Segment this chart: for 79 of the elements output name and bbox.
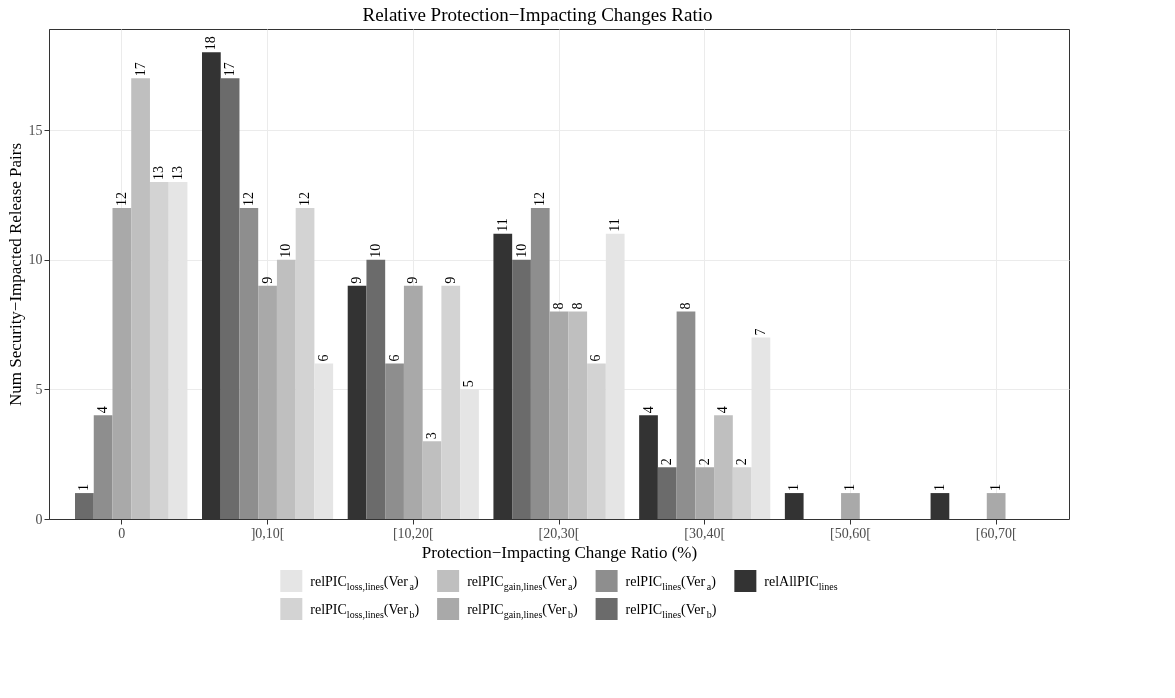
bar [841,493,860,519]
bar [568,311,588,519]
bar [258,285,277,519]
bar [695,467,715,519]
bar [239,207,259,519]
data-label: 17 [132,62,148,77]
data-label: 4 [95,406,111,414]
x-tick-label: [50,60[ [830,525,872,541]
x-axis-title: Protection−Impacting Change Ratio (%) [421,542,698,562]
data-label: 8 [677,302,693,310]
data-label: 2 [734,458,750,466]
bar [587,363,606,519]
data-label: 13 [151,165,167,180]
data-label: 12 [297,191,313,206]
data-label: 4 [715,406,731,414]
data-label: 3 [424,432,440,440]
y-tick-label: 15 [28,122,43,138]
data-label: 1 [76,484,92,492]
bar [530,207,550,519]
bar [131,78,150,519]
data-label: 1 [988,484,1004,492]
y-axis-title: Num Security−Impacted Release Pairs [5,142,25,407]
data-label: 11 [607,218,623,232]
bar [403,285,423,519]
y-tick-label: 5 [35,381,43,397]
data-label: 2 [659,458,675,466]
data-label: 9 [405,276,421,284]
data-label: 1 [842,484,858,492]
bar [295,207,315,519]
bar [149,181,169,519]
y-tick-label: 10 [28,252,43,268]
bar [714,415,733,519]
bar [75,493,94,519]
x-tick-label: [30,40[ [684,525,726,541]
data-label: 8 [569,302,585,310]
bar [366,259,386,519]
y-tick-label: 0 [35,511,43,527]
bar [676,311,696,519]
bar [385,363,404,519]
data-label: 17 [222,62,238,77]
bar [220,78,240,519]
bar [422,441,442,519]
data-label: 10 [278,243,294,258]
data-label: 6 [386,354,402,362]
x-tick-label: ]0,10[ [250,525,285,541]
data-label: 8 [551,302,566,310]
data-label: 10 [367,243,383,258]
data-label: 4 [640,406,656,414]
data-label: 12 [240,191,256,206]
chart-title: Relative Protection−Impacting Changes Ratio [362,3,713,25]
data-label: 1 [786,484,802,492]
bar [93,415,113,519]
data-label: 9 [442,276,458,284]
bar [112,207,132,519]
x-tick-label: [60,70[ [975,525,1017,541]
bar [732,467,752,519]
bar [512,259,531,519]
x-tick-label: [20,30[ [538,525,580,541]
bar [549,311,569,519]
bar [657,467,677,519]
data-label: 1 [931,484,947,492]
data-label: 2 [696,458,712,466]
data-label: 12 [532,191,548,206]
data-label: 13 [170,165,186,180]
x-tick-label: [10,20[ [392,525,435,541]
data-label: 7 [752,328,768,336]
bar [441,285,461,519]
data-label: 9 [259,276,275,284]
data-label: 10 [513,243,529,258]
data-label: 11 [494,218,510,232]
data-label: 5 [461,380,477,388]
data-label: 6 [315,354,331,362]
x-tick-label: 0 [118,525,126,541]
data-label: 18 [203,36,219,51]
bar [986,493,1006,519]
data-label: 6 [588,354,604,362]
data-label: 9 [349,276,365,284]
data-label: 12 [113,191,129,206]
bar [276,259,296,519]
